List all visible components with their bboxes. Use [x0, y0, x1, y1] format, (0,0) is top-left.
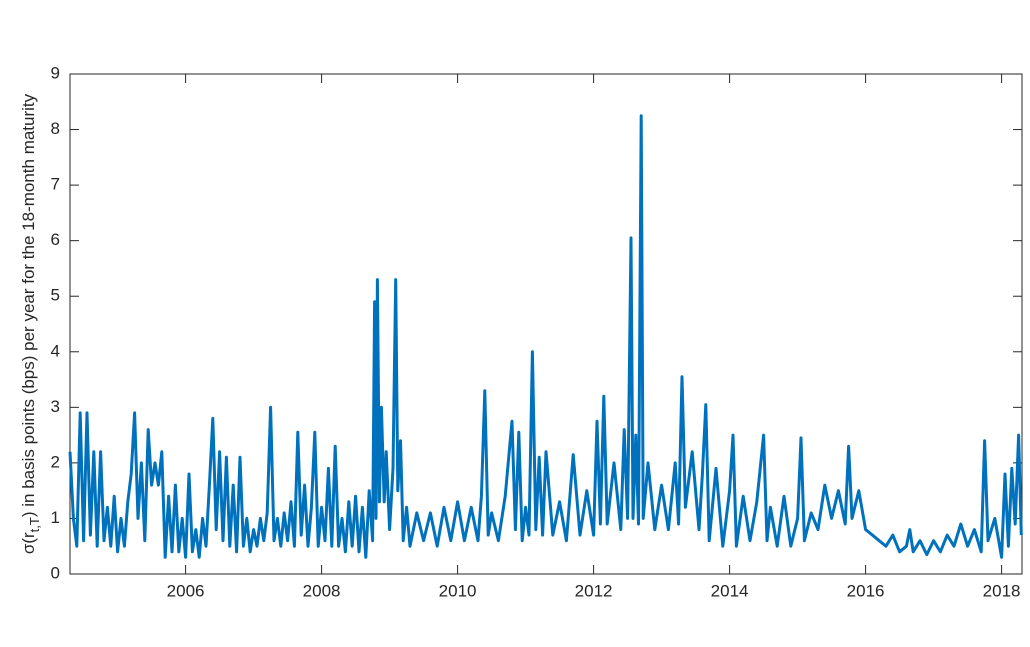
y-tick-label: 3 — [51, 397, 60, 416]
y-tick-label: 6 — [51, 230, 60, 249]
x-tick-label: 2012 — [575, 581, 613, 600]
y-axis-label: σ(rt,T) in basis points (bps) per year f… — [19, 93, 42, 554]
y-tick-label: 9 — [51, 63, 60, 82]
x-tick-label: 2018 — [983, 581, 1021, 600]
y-tick-label: 2 — [51, 452, 60, 471]
x-tick-label: 2014 — [711, 581, 749, 600]
y-tick-label: 0 — [51, 563, 60, 582]
y-label-suffix: ) in basis points (bps) per year for the… — [19, 93, 38, 517]
y-tick-label: 7 — [51, 175, 60, 194]
data-line — [68, 114, 1023, 559]
y-label-prefix: σ(r — [19, 532, 38, 554]
y-tick-label: 5 — [51, 286, 60, 305]
x-tick-label: 2016 — [847, 581, 885, 600]
x-tick-label: 2008 — [303, 581, 341, 600]
y-label-subscript: t,T — [27, 517, 42, 532]
y-tick-label: 1 — [51, 508, 60, 527]
y-tick-label: 4 — [51, 341, 60, 360]
x-tick-label: 2006 — [167, 581, 205, 600]
plot-area — [69, 73, 1023, 575]
y-tick-label: 8 — [51, 119, 60, 138]
x-tick-label: 2010 — [439, 581, 477, 600]
